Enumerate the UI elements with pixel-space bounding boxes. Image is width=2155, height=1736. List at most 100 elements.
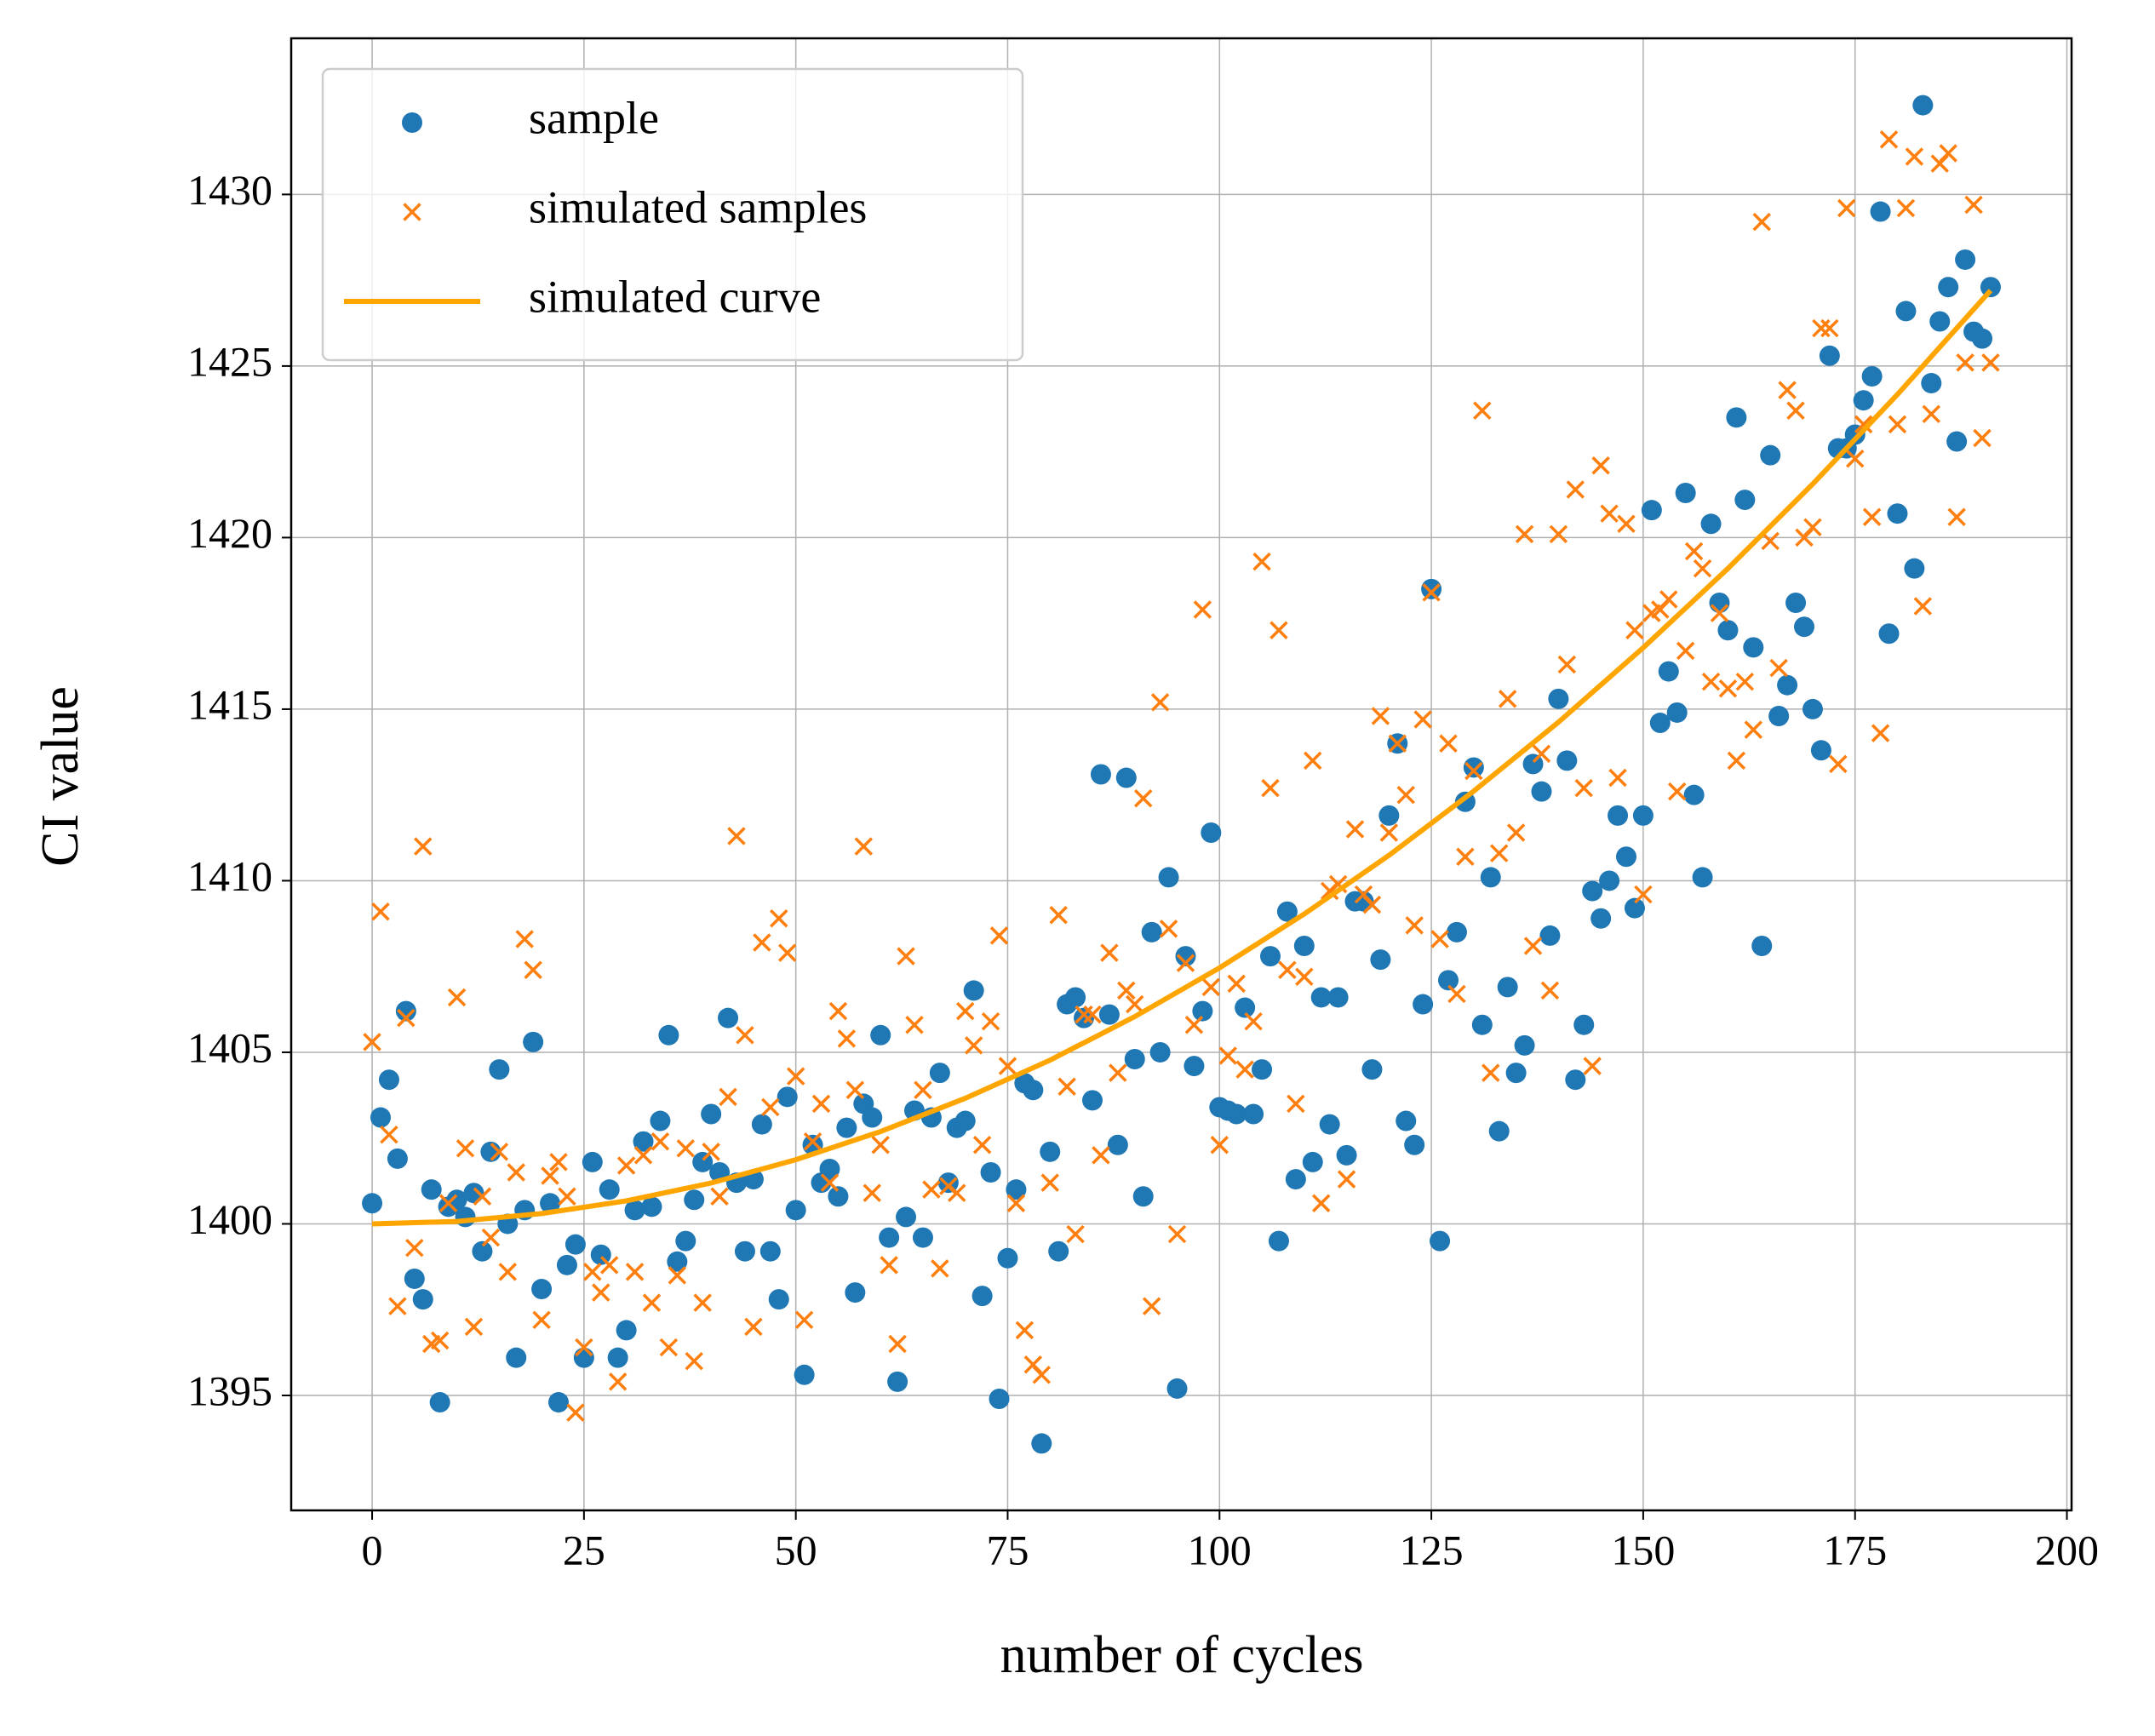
dot <box>675 1230 696 1252</box>
dot <box>1065 987 1086 1008</box>
cross <box>1701 672 1721 691</box>
cross <box>1133 788 1153 808</box>
cross <box>1345 820 1365 839</box>
cross <box>1837 198 1856 218</box>
cross <box>753 933 771 952</box>
dot <box>684 1189 705 1211</box>
cross <box>1184 1015 1204 1034</box>
cross <box>1473 401 1492 421</box>
cross <box>1304 751 1322 771</box>
dot <box>997 1247 1018 1269</box>
dot <box>1531 781 1552 802</box>
dot <box>896 1206 917 1228</box>
dot <box>819 1158 840 1179</box>
dot <box>718 1007 739 1028</box>
dot <box>1938 277 1959 298</box>
dot <box>489 1059 510 1080</box>
dot <box>1692 867 1713 888</box>
cross <box>1159 920 1178 938</box>
dot <box>1785 592 1807 613</box>
dot <box>1471 1014 1493 1035</box>
dot <box>531 1279 553 1300</box>
cross <box>1532 744 1551 764</box>
legend-box <box>321 67 1024 362</box>
cross <box>1252 552 1271 571</box>
dot <box>1074 1007 1095 1028</box>
dot <box>1235 997 1256 1018</box>
y-tick-label: 1420 <box>187 509 272 557</box>
cross <box>1515 524 1534 544</box>
cross <box>1150 693 1170 712</box>
dot <box>980 1162 1001 1183</box>
cross <box>914 1080 932 1100</box>
cross <box>1812 318 1831 338</box>
dot <box>1226 1103 1247 1125</box>
x-tick-label: 100 <box>1188 1526 1252 1573</box>
dot <box>1675 483 1696 504</box>
dot <box>616 1320 637 1341</box>
cross <box>685 1351 703 1371</box>
cross <box>1295 967 1314 987</box>
cross <box>1829 754 1848 774</box>
cross <box>566 1403 585 1422</box>
cross <box>1311 1194 1331 1213</box>
cross <box>1659 590 1678 609</box>
dot <box>1946 431 1968 452</box>
cross <box>1413 710 1432 729</box>
dot <box>573 1347 594 1368</box>
cross <box>668 1266 687 1285</box>
dot <box>429 1392 450 1413</box>
dot <box>1700 513 1722 535</box>
dot <box>1590 908 1612 929</box>
dot <box>641 1196 662 1217</box>
dot <box>1268 1230 1289 1252</box>
dot <box>1260 946 1281 967</box>
dot <box>370 1107 391 1128</box>
cross <box>955 1001 975 1021</box>
cross <box>633 1146 653 1165</box>
dot <box>768 1289 789 1310</box>
dot <box>1582 880 1603 902</box>
dot <box>1438 970 1459 991</box>
dot <box>1327 987 1349 1008</box>
dot <box>1751 936 1773 957</box>
dot <box>1141 921 1162 942</box>
cross <box>854 837 874 856</box>
cross <box>777 943 797 962</box>
cross <box>1126 994 1144 1014</box>
cross <box>405 1238 424 1258</box>
dot <box>1878 623 1900 645</box>
cross <box>1278 960 1297 979</box>
cross <box>575 1338 593 1357</box>
cross <box>719 1087 737 1107</box>
cross <box>1193 600 1212 619</box>
dot <box>759 1240 781 1262</box>
cross <box>1591 456 1610 475</box>
cross <box>642 1293 662 1312</box>
dot <box>1132 1186 1154 1207</box>
dot <box>1149 1041 1171 1063</box>
dot <box>1760 444 1781 466</box>
cross <box>1549 524 1568 544</box>
dot <box>1616 846 1637 868</box>
cross <box>388 1297 407 1315</box>
cross <box>1896 198 1916 218</box>
cross <box>1684 541 1704 561</box>
cross <box>532 1310 551 1330</box>
dot <box>1861 365 1883 387</box>
dot <box>1175 946 1196 967</box>
cross <box>1540 981 1560 1000</box>
dot <box>1201 822 1222 844</box>
cross <box>989 926 1009 945</box>
cross <box>1574 778 1593 798</box>
cross <box>1117 981 1136 1000</box>
dot <box>1252 1059 1273 1080</box>
dot <box>1904 558 1925 579</box>
dot <box>1192 1000 1213 1022</box>
dot <box>879 1227 900 1248</box>
cross <box>1727 751 1746 771</box>
dot <box>1463 757 1484 778</box>
dot <box>862 1107 883 1128</box>
cross <box>481 1228 501 1247</box>
dot <box>463 1183 484 1204</box>
